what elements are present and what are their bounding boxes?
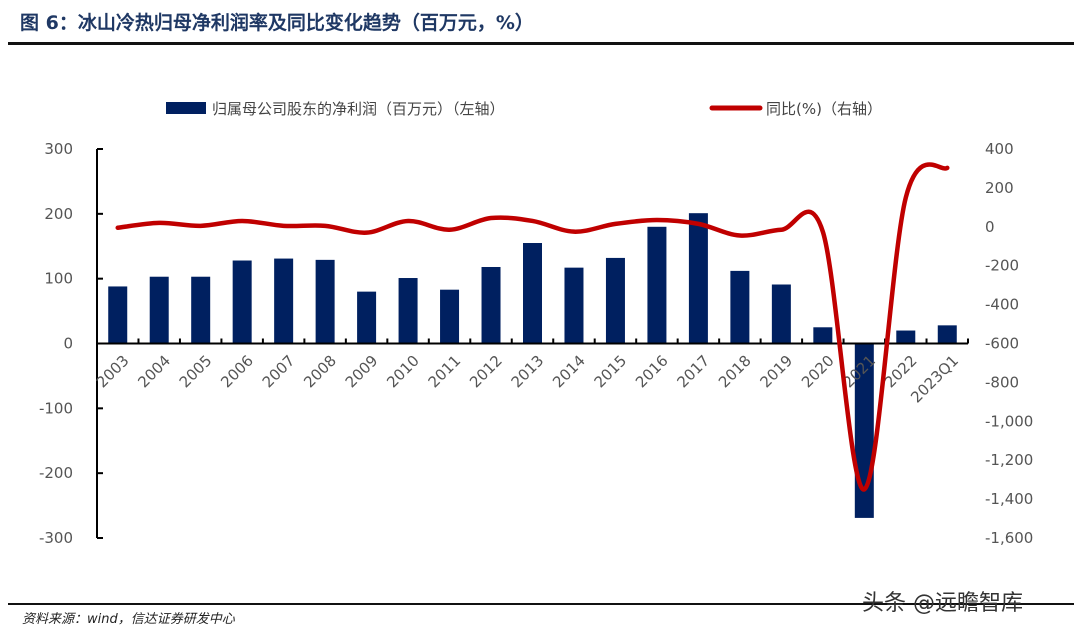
bar-2012 xyxy=(481,266,501,344)
x-axis-tick-label: 2020 xyxy=(798,352,838,392)
right-axis-tick-label: 200 xyxy=(985,179,1014,197)
x-axis-tick-label: 2003 xyxy=(93,352,133,392)
right-axis-tick-label: -400 xyxy=(985,296,1019,314)
bar-2023Q1 xyxy=(937,325,957,344)
x-axis-tick-label: 2014 xyxy=(549,352,589,392)
bar-2007 xyxy=(274,258,294,344)
right-axis-tick-label: -200 xyxy=(985,257,1019,275)
legend-bar-swatch xyxy=(166,102,206,114)
bar-2019 xyxy=(771,284,791,344)
x-axis-tick-label: 2015 xyxy=(591,352,631,392)
source-note: 资料来源：wind，信达证券研发中心 xyxy=(22,612,235,627)
left-axis-tick-label: -300 xyxy=(39,529,73,547)
bar-2005 xyxy=(191,276,211,344)
bar-2004 xyxy=(149,276,169,344)
x-axis-tick-label: 2005 xyxy=(176,352,216,392)
yoy-line xyxy=(115,162,950,492)
bar-2016 xyxy=(647,226,667,344)
right-axis-tick-label: -800 xyxy=(985,373,1019,391)
right-axis-tick-label: -600 xyxy=(985,335,1019,353)
right-axis-tick-label: 400 xyxy=(985,140,1014,158)
bar-2009 xyxy=(357,291,377,344)
left-axis-tick-label: 100 xyxy=(44,270,73,288)
bar-2017 xyxy=(688,213,708,344)
x-axis-tick-label: 2006 xyxy=(217,352,257,392)
right-axis-tick-label: -1,200 xyxy=(985,451,1033,469)
legend-bar-label: 归属母公司股东的净利润（百万元）（左轴） xyxy=(212,100,505,118)
x-axis-tick-label: 2011 xyxy=(425,352,465,392)
watermark: 头条 @远瞻智库 xyxy=(862,591,1023,616)
x-axis-tick-label: 2009 xyxy=(342,352,382,392)
bar-2006 xyxy=(232,260,252,344)
bar-2011 xyxy=(440,289,460,344)
bar-2018 xyxy=(730,270,750,344)
bar-2010 xyxy=(398,278,418,344)
legend-line-label: 同比(%)（右轴） xyxy=(766,100,882,118)
footer-divider xyxy=(8,603,1074,605)
x-axis-tick-label: 2017 xyxy=(674,352,714,392)
bar-2014 xyxy=(564,267,584,344)
x-axis-tick-label: 2013 xyxy=(508,352,548,392)
x-axis-tick-label: 2018 xyxy=(715,352,755,392)
left-axis-tick-label: 0 xyxy=(63,335,73,353)
left-axis-tick-label: -100 xyxy=(39,399,73,417)
title-divider xyxy=(8,42,1074,45)
x-axis-tick-label: 2016 xyxy=(632,352,672,392)
bar-2008 xyxy=(315,259,335,344)
x-axis-tick-label: 2008 xyxy=(300,352,340,392)
x-axis-tick-label: 2012 xyxy=(466,352,506,392)
bar-2020 xyxy=(813,327,833,344)
bar-2022 xyxy=(896,330,916,344)
bar-2003 xyxy=(108,286,128,344)
right-axis-tick-label: -1,600 xyxy=(985,529,1033,547)
x-axis-tick-label: 2010 xyxy=(383,352,423,392)
chart-title: 图 6：冰山冷热归母净利润率及同比变化趋势（百万元，%） xyxy=(20,12,534,34)
left-axis-tick-label: 300 xyxy=(44,140,73,158)
x-axis-tick-label: 2007 xyxy=(259,352,299,392)
bar-2013 xyxy=(523,243,542,344)
left-axis-tick-label: -200 xyxy=(39,464,73,482)
x-axis-tick-label: 2004 xyxy=(134,352,174,392)
right-axis-tick-label: -1,000 xyxy=(985,412,1033,430)
right-axis-tick-label: -1,400 xyxy=(985,490,1033,508)
x-axis-tick-label: 2019 xyxy=(756,352,796,392)
left-axis-tick-label: 200 xyxy=(44,205,73,223)
right-axis-tick-label: 0 xyxy=(985,218,995,236)
bar-2015 xyxy=(605,257,625,344)
